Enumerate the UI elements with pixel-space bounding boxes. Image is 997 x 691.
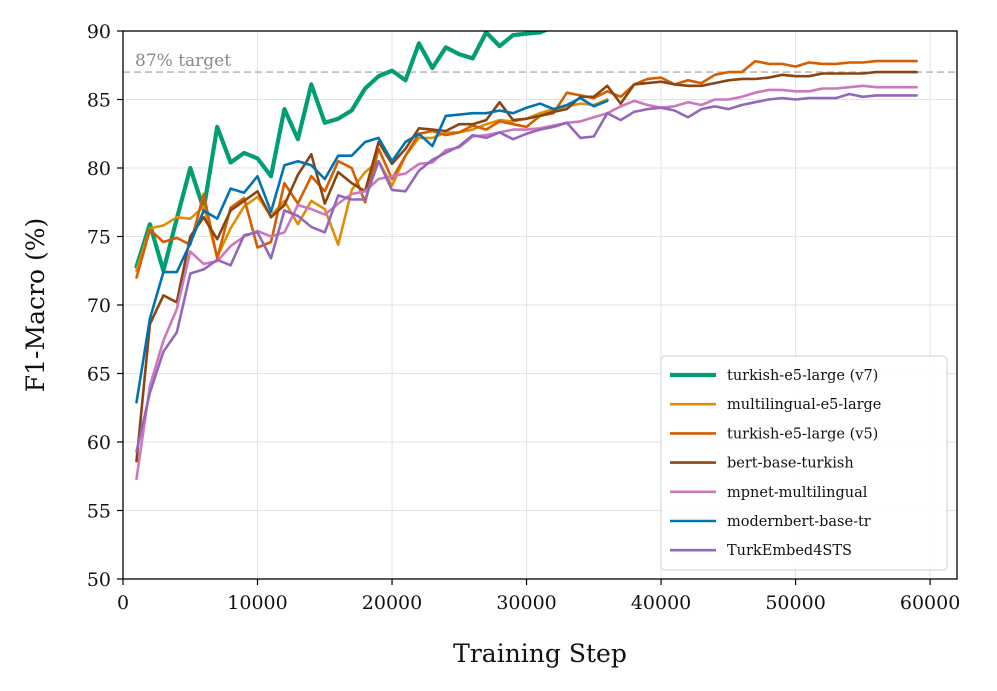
x-tick-label: 50000 [765, 592, 825, 614]
x-axis-title: Training Step [453, 639, 627, 668]
series-line-turkish-e5-large-v5 [135, 59, 918, 279]
y-axis-title: F1-Macro (%) [21, 218, 50, 392]
legend-label: mpnet-multilingual [727, 485, 868, 501]
series-line-modernbert-base-tr [135, 96, 609, 404]
target-annotation: 87% target [135, 51, 231, 71]
y-tick-label: 65 [87, 364, 111, 386]
series-line-bert-base-turkish [135, 70, 918, 463]
legend-label: modernbert-base-tr [727, 514, 871, 530]
legend-label: turkish-e5-large (v7) [727, 368, 878, 384]
series-line-turkembed4sts [135, 92, 918, 453]
legend-box [660, 355, 948, 571]
y-tick-label: 80 [87, 158, 111, 180]
legend: turkish-e5-large (v7) multilingual-e5-lar… [660, 355, 948, 571]
y-tick-label: 85 [87, 90, 111, 112]
x-tick-label: 30000 [496, 592, 556, 614]
y-tick-label: 55 [87, 501, 111, 523]
y-tick-label: 70 [87, 295, 111, 317]
y-tick-label: 90 [87, 21, 111, 43]
y-tick-label: 60 [87, 432, 111, 454]
y-tick-label: 50 [87, 569, 111, 591]
series-layer [134, 31, 918, 481]
x-tick-label: 20000 [362, 592, 422, 614]
x-tick-label: 60000 [900, 592, 960, 614]
x-axis-ticks: 0 10000 20000 30000 40000 50000 60000 [117, 579, 960, 614]
legend-label: multilingual-e5-large [727, 397, 881, 413]
x-tick-label: 10000 [227, 592, 287, 614]
series-line-mpnet-multilingual [135, 84, 918, 481]
legend-label: turkish-e5-large (v5) [727, 426, 878, 442]
y-tick-label: 75 [87, 227, 111, 249]
x-tick-label: 40000 [631, 592, 691, 614]
legend-label: bert-base-turkish [727, 456, 854, 472]
x-tick-label: 0 [117, 592, 129, 614]
series-line-turkish-e5-large-v7 [134, 31, 550, 273]
legend-label: TurkEmbed4STS [727, 543, 852, 559]
y-axis-ticks: 50 55 60 65 70 75 80 85 90 [87, 21, 123, 591]
